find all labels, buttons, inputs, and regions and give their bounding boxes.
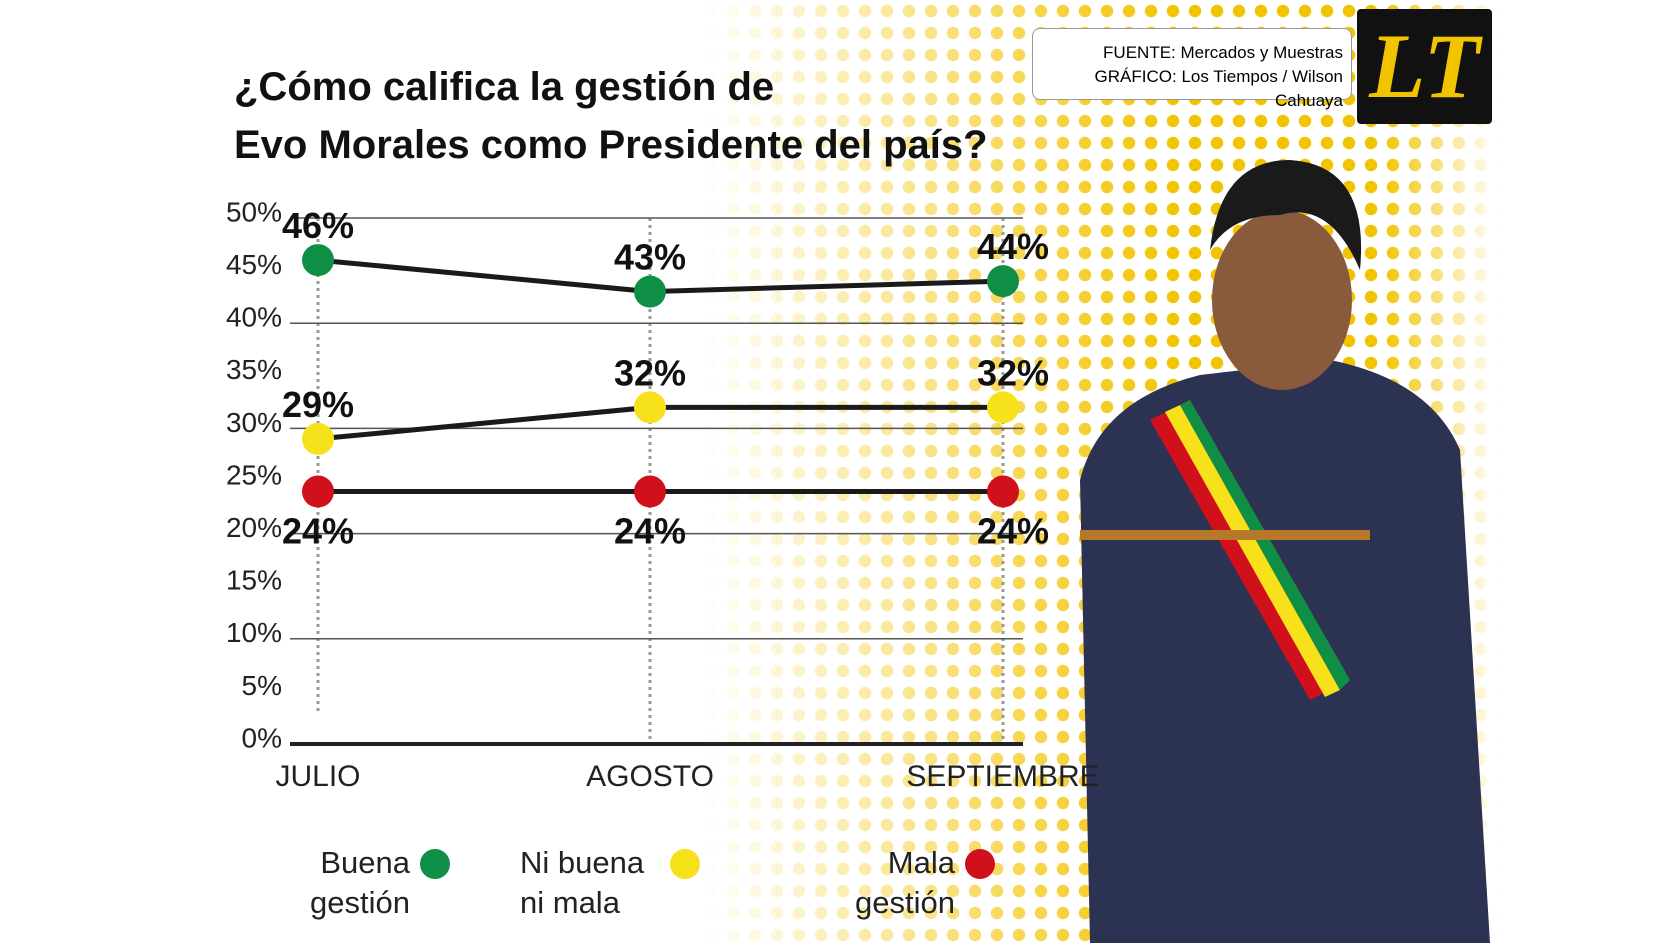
y-tick-label: 15% bbox=[226, 565, 282, 596]
legend-label: Buena gestión bbox=[310, 845, 410, 920]
value-label: 24% bbox=[282, 511, 354, 552]
legend-entry: Buena gestión bbox=[270, 843, 450, 923]
y-tick-label: 40% bbox=[226, 302, 282, 333]
y-tick-label: 45% bbox=[226, 249, 282, 280]
y-tick-label: 0% bbox=[242, 722, 282, 753]
data-point bbox=[302, 475, 334, 508]
value-label: 46% bbox=[282, 205, 354, 246]
y-tick-label: 35% bbox=[226, 354, 282, 385]
y-tick-label: 30% bbox=[226, 407, 282, 438]
credit: GRÁFICO: Los Tiempos / Wilson Cahuaya bbox=[1094, 67, 1343, 110]
data-point bbox=[987, 475, 1019, 508]
legend-swatch bbox=[670, 849, 700, 879]
data-point bbox=[987, 391, 1019, 424]
source: FUENTE: Mercados y Muestras bbox=[1103, 43, 1343, 62]
legend-entry: Ni buena ni mala bbox=[520, 843, 700, 923]
legend-label: Ni buena ni mala bbox=[520, 845, 645, 920]
data-point bbox=[634, 391, 666, 424]
value-label: 43% bbox=[614, 237, 686, 278]
legend-label: Mala gestión bbox=[855, 845, 955, 920]
y-tick-label: 50% bbox=[226, 196, 282, 227]
data-point bbox=[634, 275, 666, 308]
value-label: 44% bbox=[977, 226, 1049, 267]
y-tick-label: 5% bbox=[242, 670, 282, 701]
y-tick-label: 10% bbox=[226, 617, 282, 648]
x-tick-label: JULIO bbox=[275, 760, 360, 793]
x-tick-label: AGOSTO bbox=[586, 760, 714, 793]
legend-swatch bbox=[965, 849, 995, 879]
data-point bbox=[302, 244, 334, 277]
photo bbox=[1080, 160, 1490, 943]
data-point bbox=[302, 422, 334, 455]
value-label: 29% bbox=[282, 384, 354, 425]
logo: LT bbox=[1357, 9, 1492, 124]
value-label: 24% bbox=[614, 511, 686, 552]
data-point bbox=[634, 475, 666, 508]
legend-swatch bbox=[420, 849, 450, 879]
legend-entry: Mala gestión bbox=[815, 843, 995, 923]
chart-title: ¿Cómo califica la gestión de Evo Morales … bbox=[234, 65, 988, 167]
data-point bbox=[987, 265, 1019, 298]
value-label: 32% bbox=[977, 352, 1049, 393]
y-tick-label: 25% bbox=[226, 459, 282, 490]
y-tick-label: 20% bbox=[226, 512, 282, 543]
value-label: 32% bbox=[614, 352, 686, 393]
x-tick-label: SEPTIEMBRE bbox=[906, 760, 1099, 793]
value-label: 24% bbox=[977, 511, 1049, 552]
source-box: FUENTE: Mercados y Muestras GRÁFICO: Los… bbox=[1032, 28, 1352, 110]
